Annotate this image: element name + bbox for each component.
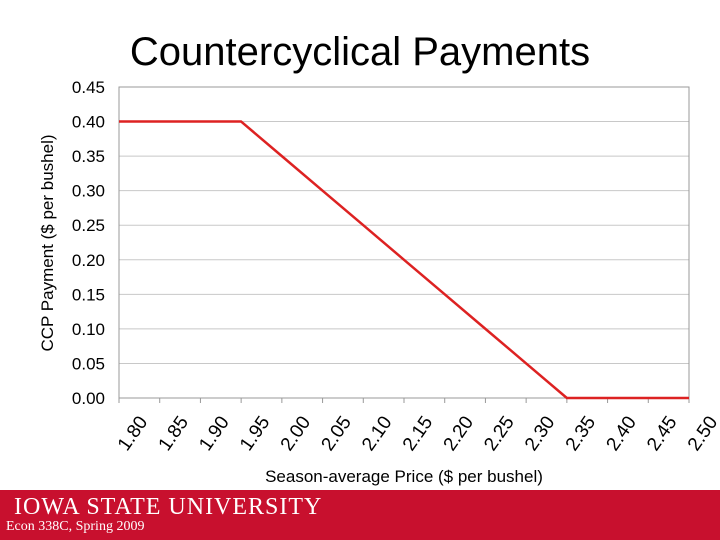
y-tick-label-7: 0.35 bbox=[72, 147, 105, 166]
ccp-line-chart: 0.00 0.05 0.10 0.15 0.20 0.25 0.30 0.35 0.40 0.45… bbox=[38, 78, 720, 486]
x-tick-label-5: 2.05 bbox=[317, 413, 355, 455]
x-tick-label-7: 2.15 bbox=[399, 413, 437, 455]
y-tick-label-5: 0.25 bbox=[72, 216, 105, 235]
series-layer bbox=[119, 120, 689, 400]
footer-band bbox=[0, 490, 720, 540]
y-axis-title: CCP Payment ($ per bushel) bbox=[38, 134, 57, 351]
page-title: Countercyclical Payments bbox=[129, 30, 591, 74]
y-tick-label-2: 0.10 bbox=[72, 320, 105, 339]
x-tick-label-6: 2.10 bbox=[358, 413, 396, 455]
y-tick-labels: 0.00 0.05 0.10 0.15 0.20 0.25 0.30 0.35 0.40 0.45 bbox=[72, 78, 105, 408]
series-line-0 bbox=[119, 120, 689, 400]
y-tick-label-3: 0.15 bbox=[72, 285, 105, 304]
x-tick-label-10: 2.30 bbox=[521, 413, 559, 455]
x-tick-label-1: 1.85 bbox=[155, 413, 193, 455]
x-tick-label-9: 2.25 bbox=[480, 413, 518, 455]
y-tick-label-1: 0.05 bbox=[72, 354, 105, 373]
x-tick-label-4: 2.00 bbox=[277, 413, 315, 455]
y-tick-label-8: 0.40 bbox=[72, 113, 105, 132]
x-tick-label-8: 2.20 bbox=[440, 413, 478, 455]
x-axis-title: Season-average Price ($ per bushel) bbox=[265, 467, 543, 486]
x-tick-label-0: 1.80 bbox=[114, 413, 152, 455]
y-tick-label-4: 0.20 bbox=[72, 251, 105, 270]
x-tick-label-11: 2.35 bbox=[562, 413, 600, 455]
y-tick-label-0: 0.00 bbox=[72, 389, 105, 408]
plot-frame bbox=[118, 86, 690, 399]
y-tick-label-6: 0.30 bbox=[72, 182, 105, 201]
university-logo: IOWA STATE UNIVERSITY bbox=[14, 494, 323, 520]
x-tick-labels: 1.80 1.85 1.90 1.95 2.00 2.05 2.10 2.15 2.20 2.25… bbox=[114, 413, 720, 455]
x-tick-label-2: 1.90 bbox=[195, 413, 233, 455]
x-tick-label-12: 2.40 bbox=[602, 413, 640, 455]
x-tick-label-13: 2.45 bbox=[643, 413, 681, 455]
x-tick-label-14: 2.50 bbox=[684, 413, 720, 455]
y-tick-label-9: 0.45 bbox=[72, 78, 105, 97]
course-label: Econ 338C, Spring 2009 bbox=[6, 519, 145, 534]
grid-lines bbox=[118, 86, 690, 403]
x-tick-label-3: 1.95 bbox=[236, 413, 274, 455]
